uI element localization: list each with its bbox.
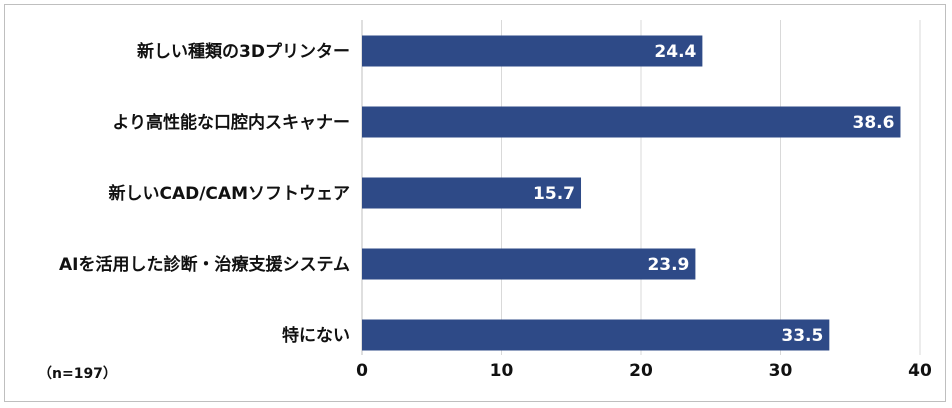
bar [362, 35, 703, 67]
category-label: より高性能な口腔内スキャナー [112, 112, 350, 133]
category-label: 新しい種類の3Dプリンター [137, 41, 350, 62]
category-label: 新しいCAD/CAMソフトウェア [108, 183, 350, 204]
bar-value-label: 33.5 [781, 326, 823, 346]
bar-value-label: 38.6 [853, 113, 895, 133]
bar-value-label: 24.4 [654, 42, 696, 62]
bar [362, 248, 696, 280]
bars: 24.4 38.6 15.7 23.9 33.5 [362, 35, 901, 351]
x-tick-label: 40 [908, 361, 932, 381]
sample-size-note: （n=197） [38, 366, 117, 382]
x-tick-label: 0 [356, 361, 368, 381]
bar [362, 106, 901, 138]
x-tick-label: 30 [769, 361, 793, 381]
bar-value-label: 23.9 [647, 255, 689, 275]
x-tick-label: 10 [490, 361, 514, 381]
x-tick-label: 20 [629, 361, 653, 381]
bar [362, 177, 582, 209]
x-tick-labels: 0 10 20 30 40 [356, 361, 932, 381]
category-label: AIを活用した診断・治療支援システム [59, 254, 350, 275]
category-label: 特にない [282, 325, 350, 346]
bar [362, 319, 830, 351]
bar-value-label: 15.7 [533, 184, 575, 204]
category-labels: 新しい種類の3Dプリンターより高性能な口腔内スキャナー新しいCAD/CAMソフト… [59, 41, 350, 346]
